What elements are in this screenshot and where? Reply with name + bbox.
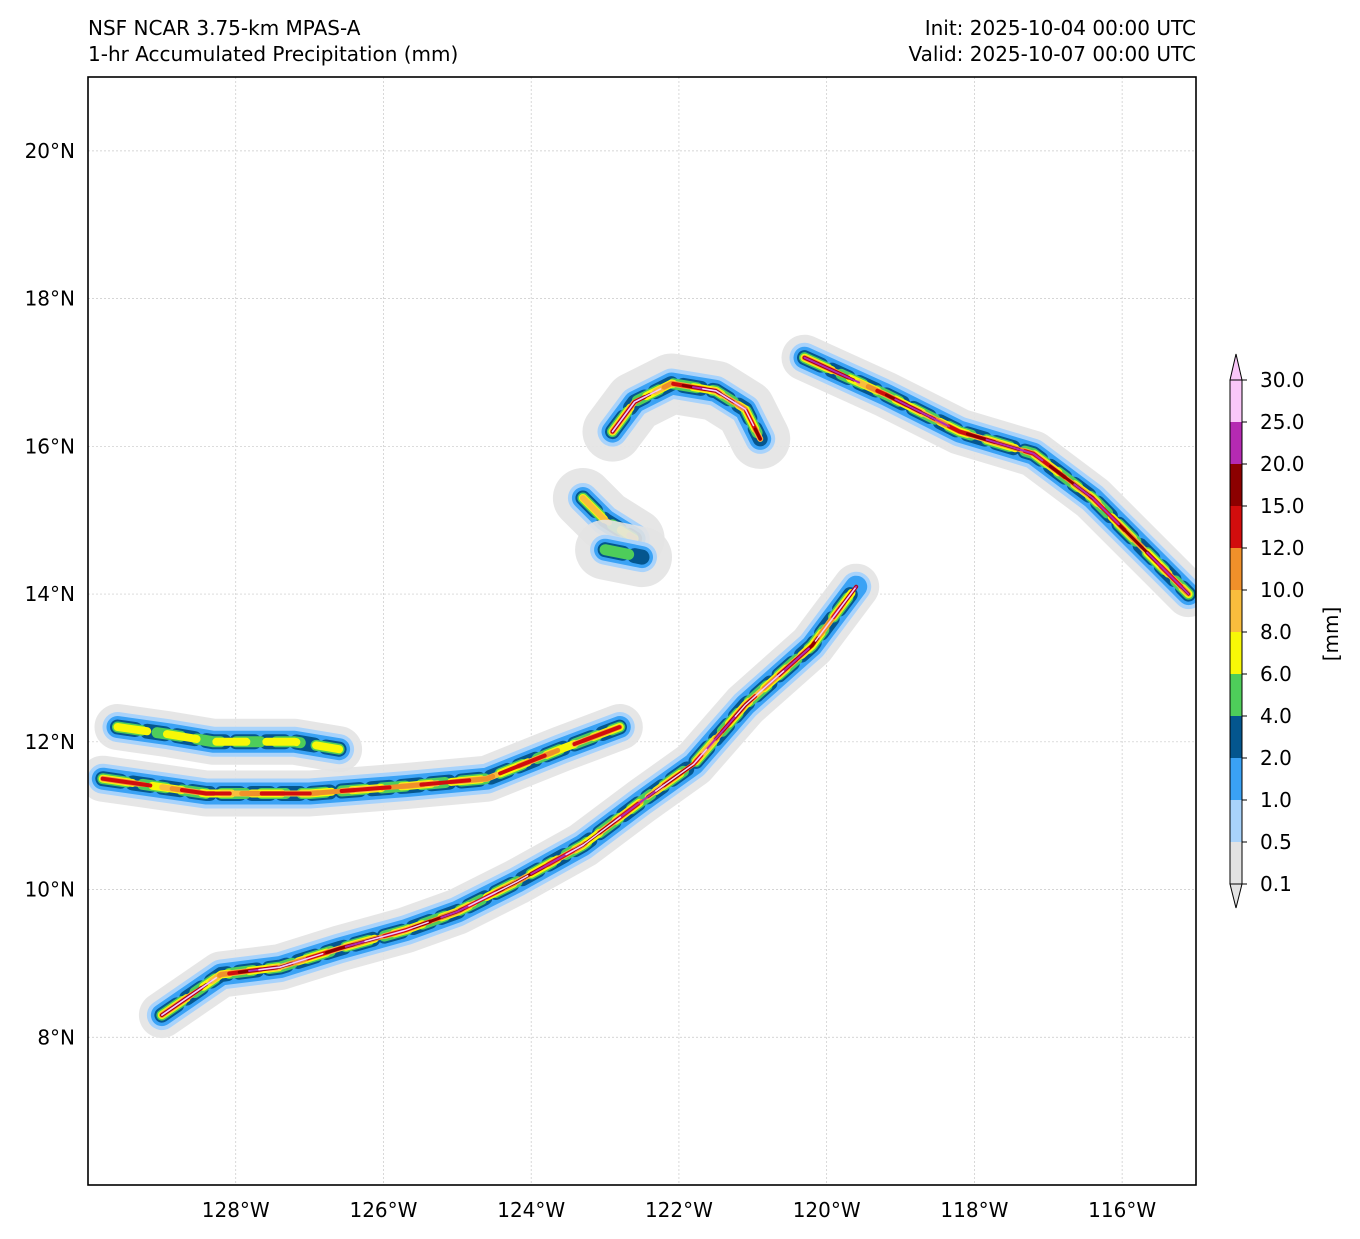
colorbar-tick-label: 2.0 — [1260, 746, 1292, 770]
lat-tick-label: 8°N — [37, 1025, 75, 1049]
gridlines — [88, 77, 1196, 1185]
latitude-ticks: 8°N 10°N 12°N 14°N 16°N 18°N 20°N — [25, 139, 75, 1049]
southern-rainband — [138, 563, 880, 1039]
model-title: NSF NCAR 3.75-km MPAS-A — [88, 16, 361, 40]
contour-level-9 — [803, 356, 1191, 596]
lat-tick-label: 18°N — [25, 287, 75, 311]
colorbar-swatch — [1230, 464, 1242, 506]
northeast-rainband — [781, 334, 1196, 618]
lon-tick-label: 128°W — [202, 1198, 270, 1222]
colorbar-swatch — [1230, 590, 1242, 632]
lat-tick-label: 16°N — [25, 434, 75, 458]
colorbar-swatch — [1230, 506, 1242, 548]
tropical-cyclone-eyewall-north — [582, 353, 791, 469]
longitude-ticks: 128°W 126°W 124°W 122°W 120°W 118°W 116°W — [202, 1198, 1157, 1222]
west-central-rainband — [88, 704, 643, 817]
contour-level-4 — [599, 544, 648, 563]
lon-tick-label: 126°W — [349, 1198, 417, 1222]
lat-tick-label: 20°N — [25, 139, 75, 163]
colorbar-extend-min — [1229, 883, 1243, 909]
contour-level-10 — [803, 356, 1190, 596]
colorbar-tick-label: 6.0 — [1260, 662, 1292, 686]
colorbar-swatch — [1230, 842, 1242, 884]
lon-tick-label: 122°W — [645, 1198, 713, 1222]
lon-tick-label: 118°W — [940, 1198, 1008, 1222]
far-west-cells — [94, 704, 363, 773]
precipitation-field — [88, 334, 1196, 1039]
plot-frame — [87, 76, 1197, 1186]
colorbar-tick-label: 25.0 — [1260, 410, 1305, 434]
colorbar: 0.1 0.5 1.0 2.0 4.0 6.0 8.0 10.0 12.0 15.0 20.0 25.… — [1229, 353, 1305, 909]
contour-level-11 — [161, 585, 857, 1016]
colorbar-tick-label: 1.0 — [1260, 788, 1292, 812]
colorbar-swatch — [1230, 758, 1242, 800]
colorbar-tick-label: 0.5 — [1260, 830, 1292, 854]
colorbar-swatch — [1230, 674, 1242, 716]
colorbar-swatch — [1230, 716, 1242, 758]
contour-level-11 — [611, 382, 761, 440]
init-time: Init: 2025-10-04 00:00 UTC — [924, 16, 1196, 40]
colorbar-swatch — [1230, 800, 1242, 842]
lon-tick-label: 124°W — [497, 1198, 565, 1222]
field-title: 1-hr Accumulated Precipitation (mm) — [88, 42, 459, 66]
tropical-cyclone-band-south — [575, 519, 672, 588]
time-block: Init: 2025-10-04 00:00 UTC Valid: 2025-1… — [908, 15, 1196, 67]
lon-tick-label: 116°W — [1088, 1198, 1156, 1222]
valid-time: Valid: 2025-10-07 00:00 UTC — [908, 42, 1196, 66]
colorbar-tick-label: 30.0 — [1260, 368, 1305, 392]
colorbar-tick-label: 8.0 — [1260, 620, 1292, 644]
contour-level-5 — [113, 723, 344, 754]
colorbar-swatch — [1230, 380, 1242, 422]
colorbar-unit-label: [mm] — [1319, 607, 1343, 662]
colorbar-swatch — [1230, 422, 1242, 464]
colorbar-tick-label: 12.0 — [1260, 536, 1305, 560]
colorbar-tick-label: 0.1 — [1260, 872, 1292, 896]
colorbar-tick-label: 20.0 — [1260, 452, 1305, 476]
colorbar-tick-label: 15.0 — [1260, 494, 1305, 518]
lat-tick-label: 12°N — [25, 730, 75, 754]
title-block: NSF NCAR 3.75-km MPAS-A 1-hr Accumulated… — [88, 15, 458, 67]
colorbar-tick-label: 4.0 — [1260, 704, 1292, 728]
contour-level-8 — [100, 725, 622, 796]
lat-tick-label: 10°N — [25, 878, 75, 902]
lat-tick-label: 14°N — [25, 582, 75, 606]
colorbar-swatch — [1230, 632, 1242, 674]
lon-tick-label: 120°W — [793, 1198, 861, 1222]
colorbar-extend-max — [1229, 353, 1243, 381]
colorbar-tick-label: 10.0 — [1260, 578, 1305, 602]
colorbar-swatch — [1230, 548, 1242, 590]
